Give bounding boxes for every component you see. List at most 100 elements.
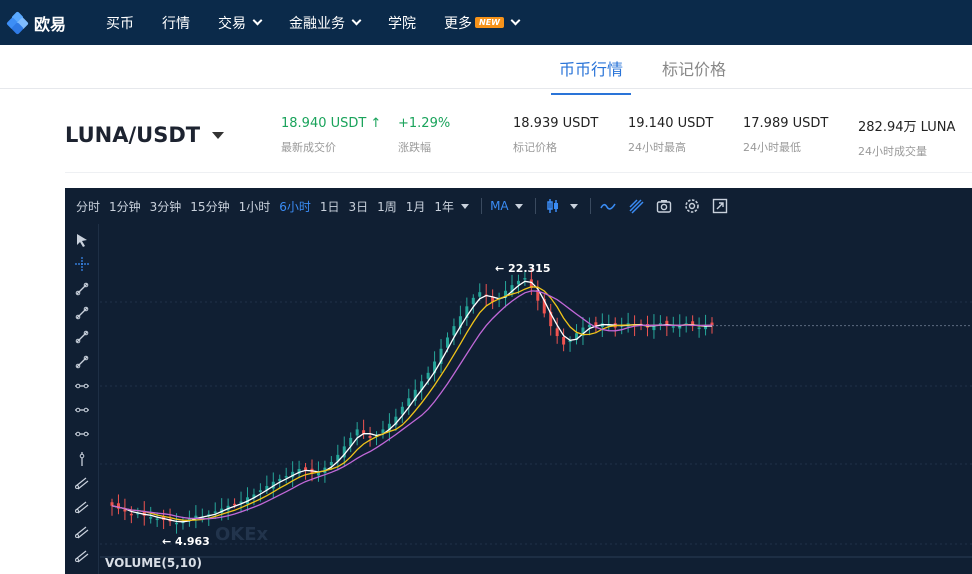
camera-icon[interactable] — [655, 197, 673, 215]
candle — [652, 314, 656, 339]
interval-3m[interactable]: 3分钟 — [149, 199, 182, 214]
horizontal-line-icon[interactable] — [74, 378, 90, 394]
logo[interactable]: 欧易 — [6, 10, 86, 35]
interval-3d[interactable]: 3日 — [348, 199, 369, 214]
candle — [542, 294, 546, 318]
candlestick-plot[interactable] — [100, 224, 972, 574]
candle — [181, 516, 185, 530]
market-subtabs: 币币行情 标记价格 — [0, 45, 972, 95]
candle — [613, 317, 617, 337]
tab-spot-market[interactable]: 币币行情 — [550, 56, 632, 95]
pitchfork-icon[interactable] — [74, 499, 90, 515]
drawing-icon[interactable] — [627, 197, 645, 215]
toolbar-divider — [481, 198, 483, 214]
pair-selector[interactable]: LUNA/USDT — [65, 123, 225, 147]
high-price-annotation: ← 22.315 — [495, 262, 551, 275]
candle — [465, 297, 469, 326]
candle — [304, 462, 308, 480]
interval-1h[interactable]: 1小时 — [238, 199, 271, 214]
candle — [400, 402, 404, 423]
candle — [665, 316, 669, 337]
settings-icon[interactable] — [683, 197, 701, 215]
interval-6h[interactable]: 6小时 — [279, 199, 311, 214]
nav-item-markets[interactable]: 行情 — [162, 13, 190, 33]
interval-1mo[interactable]: 1月 — [405, 199, 426, 214]
interval-1w[interactable]: 1周 — [377, 199, 397, 214]
ray-line-icon[interactable] — [74, 305, 90, 321]
candle — [452, 318, 456, 346]
kline-chart[interactable]: 分时 1分钟 3分钟 15分钟 1小时 6小时 1日 3日 1周 1月 1年 M… — [65, 188, 972, 574]
new-badge: NEW — [475, 17, 504, 28]
candle — [691, 315, 695, 332]
candle — [523, 271, 527, 286]
candle — [420, 374, 424, 400]
ma-line-mid — [111, 286, 713, 522]
stat-last-price: 18.940 USDT ↑ 最新成交价 — [281, 116, 381, 155]
horizontal-ray-icon[interactable] — [74, 402, 90, 418]
indicator-dropdown-icon[interactable] — [514, 203, 523, 209]
candle — [568, 336, 572, 352]
toolbar-divider — [534, 198, 536, 214]
stat-high-24h: 19.140 USDT 24小时最高 — [628, 116, 713, 155]
candle — [439, 339, 443, 374]
candle — [284, 467, 288, 484]
interval-dropdown-icon[interactable] — [461, 203, 470, 209]
candle — [536, 280, 540, 311]
fullscreen-icon[interactable] — [711, 197, 729, 215]
ma-line-short — [111, 280, 713, 523]
stat-mark-price: 18.939 USDT 标记价格 — [513, 116, 598, 155]
nav-item-trade[interactable]: 交易 — [218, 13, 263, 33]
candle — [697, 317, 701, 338]
candle — [271, 472, 275, 498]
low-24h-value: 17.989 USDT — [743, 116, 829, 131]
interval-1d[interactable]: 1日 — [319, 199, 340, 214]
candle — [110, 498, 114, 516]
candle — [342, 436, 346, 466]
cursor-arrow-icon[interactable] — [74, 232, 90, 248]
fib-fan-icon[interactable] — [74, 548, 90, 564]
candle — [413, 379, 417, 406]
candle-type-dropdown-icon[interactable] — [569, 203, 578, 209]
nav-item-academy[interactable]: 学院 — [388, 13, 416, 33]
candle — [458, 305, 462, 335]
trend-line-icon[interactable] — [74, 281, 90, 297]
candle — [297, 460, 301, 479]
crosshair-icon[interactable] — [74, 256, 90, 272]
watermark: OKEx — [215, 524, 269, 545]
candle — [387, 413, 391, 442]
ma-line-long — [111, 290, 713, 520]
nav-label: 交易 — [218, 15, 246, 32]
parallel-channel-icon[interactable] — [74, 475, 90, 491]
candle-type-icon[interactable] — [544, 197, 562, 215]
candle — [349, 432, 353, 453]
interval-1y[interactable]: 1年 — [434, 199, 455, 214]
price-line-icon[interactable] — [74, 426, 90, 442]
nav-label: 行情 — [162, 15, 190, 32]
candle — [123, 498, 127, 521]
interval-tick[interactable]: 分时 — [76, 199, 101, 214]
high-24h-label: 24小时最高 — [628, 141, 686, 154]
candle — [575, 324, 579, 345]
line-style-icon[interactable] — [599, 197, 617, 215]
logo-icon — [6, 10, 29, 35]
extended-line-icon[interactable] — [74, 329, 90, 345]
candle — [658, 315, 662, 331]
fib-channel-icon[interactable] — [74, 524, 90, 540]
nav-item-buy-crypto[interactable]: 买币 — [106, 13, 134, 33]
candle — [142, 501, 146, 526]
nav-item-more[interactable]: 更多 NEW — [444, 13, 521, 33]
vertical-line-icon[interactable] — [74, 451, 90, 467]
tab-mark-price[interactable]: 标记价格 — [662, 60, 727, 79]
indicator-button[interactable]: MA — [490, 199, 509, 213]
candle — [194, 505, 198, 529]
volume-indicator-label: VOLUME(5,10) — [105, 556, 202, 570]
candle — [407, 388, 411, 415]
interval-15m[interactable]: 15分钟 — [190, 199, 230, 214]
drawing-toolbar — [65, 224, 99, 574]
candle — [129, 506, 133, 524]
nav-item-finance[interactable]: 金融业务 — [289, 13, 362, 33]
stat-low-24h: 17.989 USDT 24小时最低 — [743, 116, 828, 155]
interval-1m[interactable]: 1分钟 — [109, 199, 141, 214]
pair-name: LUNA/USDT — [65, 123, 201, 147]
info-line-icon[interactable] — [74, 354, 90, 370]
